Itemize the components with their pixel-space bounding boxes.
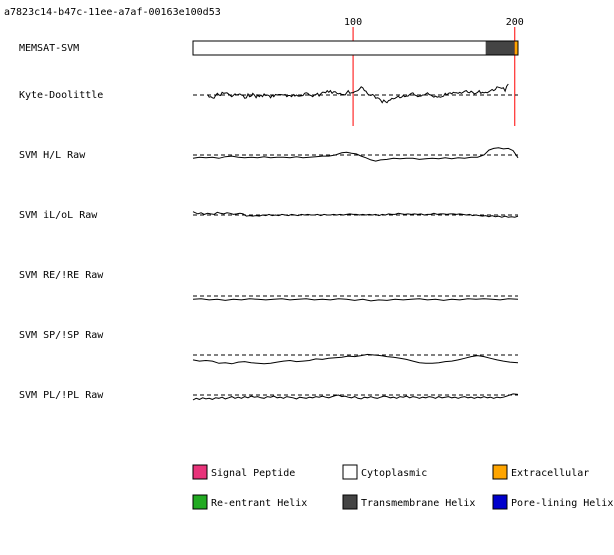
track-label: SVM iL/oL Raw: [19, 210, 98, 221]
score-trace: [192, 298, 519, 302]
sequence-id: a7823c14-b47c-11ee-a7af-00163e100d53: [4, 7, 221, 18]
track-1: Kyte-Doolittle: [19, 83, 518, 104]
legend-swatch: [342, 464, 358, 480]
track-label: SVM SP/!SP Raw: [19, 330, 104, 341]
legend: Signal Peptide Cytoplasmic Extracellular Re…: [192, 464, 613, 510]
legend-label: Cytoplasmic: [361, 468, 427, 479]
score-trace: [192, 393, 519, 401]
score-trace: [192, 353, 519, 365]
track-label: SVM PL/!PL Raw: [19, 390, 104, 401]
legend-swatch: [192, 494, 208, 510]
legend-swatch: [342, 494, 358, 510]
score-trace: [207, 83, 509, 104]
legend-item: Re-entrant Helix: [192, 494, 307, 510]
legend-item: Signal Peptide: [192, 464, 295, 480]
legend-label: Pore-lining Helix: [511, 498, 613, 509]
score-trace: [192, 147, 519, 162]
legend-label: Transmembrane Helix: [361, 498, 475, 509]
legend-label: Re-entrant Helix: [211, 498, 307, 509]
legend-item: Transmembrane Helix: [342, 494, 475, 510]
tick-label: 200: [506, 17, 524, 28]
track-3: SVM iL/oL Raw: [19, 210, 519, 221]
legend-label: Extracellular: [511, 468, 589, 479]
residue-ticks: 100 200: [344, 17, 524, 126]
track-5: SVM SP/!SP Raw: [19, 330, 519, 365]
tick-label: 100: [344, 17, 362, 28]
track-label: Kyte-Doolittle: [19, 90, 103, 101]
legend-swatch: [492, 464, 508, 480]
topology-label: MEMSAT-SVM: [19, 43, 79, 54]
topology-frame: [192, 40, 519, 56]
track-2: SVM H/L Raw: [19, 147, 519, 162]
track-label: SVM H/L Raw: [19, 150, 86, 161]
topology-segment-1: [485, 41, 515, 55]
track-6: SVM PL/!PL Raw: [19, 390, 519, 401]
topology-segment-2: [514, 41, 518, 55]
legend-item: Extracellular: [492, 464, 589, 480]
legend-swatch: [492, 494, 508, 510]
legend-item: Cytoplasmic: [342, 464, 427, 480]
legend-item: Pore-lining Helix: [492, 494, 613, 510]
legend-label: Signal Peptide: [211, 468, 295, 479]
track-label: SVM RE/!RE Raw: [19, 270, 104, 281]
topology-track: MEMSAT-SVM: [19, 40, 519, 56]
score-trace: [192, 211, 519, 218]
track-4: SVM RE/!RE Raw: [19, 270, 519, 302]
legend-swatch: [192, 464, 208, 480]
topology-segment-0: [193, 41, 486, 55]
score-tracks: Kyte-Doolittle SVM H/L Raw SVM iL/oL Raw SV…: [19, 83, 519, 401]
